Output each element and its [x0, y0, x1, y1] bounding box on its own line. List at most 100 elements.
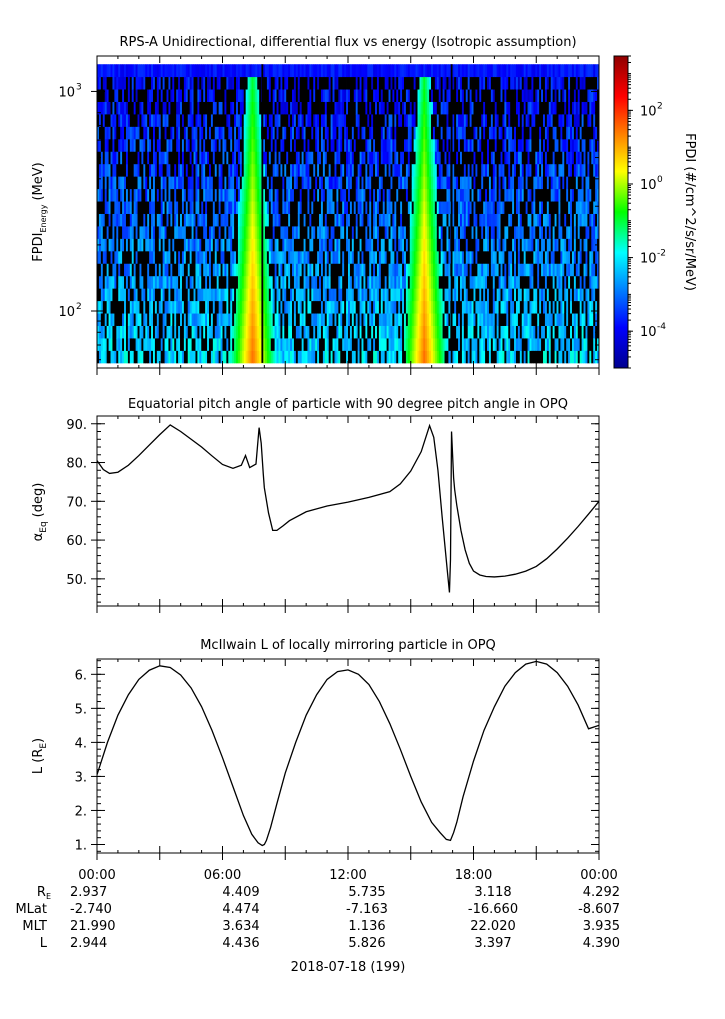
spectrogram-cell: [357, 151, 360, 165]
spectrogram-cell: [415, 325, 418, 339]
spectrogram-cell: [125, 188, 129, 202]
spectrogram-cell: [436, 313, 440, 326]
spectrogram-cell: [400, 163, 403, 177]
spectrogram-cell: [255, 126, 258, 140]
spectrogram-cell: [398, 201, 401, 214]
spectrogram-cell: [183, 263, 187, 277]
spectrogram-cell: [301, 163, 304, 177]
spectrogram-cell: [328, 263, 332, 277]
spectrogram-cell: [164, 288, 167, 302]
spectrogram-cell: [272, 350, 276, 364]
spectrogram-cell: [305, 126, 308, 140]
spectrogram-cell: [241, 201, 245, 214]
spectrogram-cell: [247, 275, 250, 289]
spectrogram-cell: [303, 76, 306, 90]
spectrogram-cell: [332, 64, 335, 78]
spectrogram-cell: [301, 114, 304, 127]
spectrogram-cell: [178, 151, 181, 165]
spectrogram-cell: [218, 338, 221, 351]
spectrogram-cell: [452, 101, 455, 115]
spectrogram-cell: [444, 188, 447, 202]
spectrogram-cell: [322, 350, 326, 364]
spectrogram-cell: [324, 250, 328, 264]
spectrogram-cell: [355, 213, 359, 227]
spectrogram-cell: [118, 201, 121, 214]
spectrogram-cell: [396, 163, 399, 177]
spectrogram-cell: [326, 238, 330, 252]
spectrogram-cell: [199, 226, 202, 239]
spectrogram-cell: [432, 313, 436, 326]
spectrogram-cell: [461, 151, 465, 165]
spectrogram-cell: [203, 64, 206, 78]
spectrogram-cell: [448, 226, 451, 239]
spectrogram-cell: [394, 313, 397, 326]
spectrogram-cell: [380, 300, 384, 314]
spectrogram-cell: [432, 188, 436, 202]
spectrogram-cell: [193, 76, 196, 90]
spectrogram-cell: [218, 114, 221, 127]
spectrogram-cell: [249, 350, 252, 364]
spectrogram-cell: [301, 151, 304, 165]
spectrogram-cell: [116, 263, 119, 277]
spectrogram-cell: [100, 338, 104, 351]
spectrogram-cell: [264, 89, 268, 102]
spectrogram-cell: [413, 176, 416, 190]
spectrogram-cell: [270, 114, 274, 127]
spectrogram-cell: [348, 338, 351, 351]
spectrogram-cell: [373, 163, 376, 177]
spectrogram-cell: [349, 126, 353, 140]
spectrogram-cell: [475, 313, 478, 326]
spectrogram-cell: [483, 238, 486, 252]
spectrogram-cell: [145, 188, 148, 202]
spectrogram-cell: [156, 226, 160, 239]
spectrogram-cell: [328, 89, 332, 102]
spectrogram-cell: [384, 325, 388, 339]
spectrogram-cell: [336, 151, 339, 165]
spectrogram-cell: [270, 238, 274, 252]
spectrogram-cell: [259, 226, 262, 239]
spectrogram-cell: [438, 163, 442, 177]
spectrogram-cell: [189, 89, 193, 102]
spectrogram-cell: [284, 238, 287, 252]
spectrogram-cell: [299, 151, 303, 165]
spectrogram-cell: [311, 114, 314, 127]
spectrogram-cell: [149, 325, 152, 339]
spectrogram-cell: [365, 263, 368, 277]
spectrogram-cell: [322, 151, 326, 165]
spectrogram-cell: [251, 338, 254, 351]
spectrogram-cell: [454, 275, 457, 289]
spectrogram-cell: [346, 101, 349, 115]
spectrogram-cell: [228, 325, 231, 339]
spectrogram-cell: [259, 338, 262, 351]
spectrogram-cell: [438, 238, 442, 252]
spectrogram-cell: [415, 89, 418, 102]
spectrogram-cell: [376, 325, 380, 339]
spectrogram-cell: [124, 176, 127, 190]
spectrogram-cell: [122, 350, 125, 364]
spectrogram-cell: [297, 325, 301, 339]
spectrogram-cell: [145, 238, 148, 252]
spectrogram-cell: [104, 325, 108, 339]
spectrogram-cell: [324, 226, 328, 239]
spectrogram-cell: [286, 313, 289, 326]
spectrogram-cell: [245, 76, 248, 90]
spectrogram-cell: [355, 188, 359, 202]
spectrogram-cell: [145, 76, 148, 90]
spectrogram-cell: [127, 338, 131, 351]
spectrogram-cell: [166, 300, 169, 314]
spectrogram-cell: [174, 263, 177, 277]
spectrogram-cell: [228, 89, 231, 102]
spectrogram-cell: [317, 176, 320, 190]
spectrogram-cell: [120, 126, 123, 140]
spectrogram-cell: [172, 213, 175, 227]
spectrogram-cell: [348, 114, 351, 127]
spectrogram-cell: [292, 213, 295, 227]
spectrogram-cell: [405, 201, 409, 214]
spectrogram-cell: [241, 250, 245, 264]
spectrogram-cell: [319, 338, 322, 351]
spectrogram-cell: [403, 101, 407, 115]
spectrogram-cell: [365, 275, 368, 289]
spectrogram-cell: [278, 213, 281, 227]
spectrogram-cell: [367, 101, 370, 115]
